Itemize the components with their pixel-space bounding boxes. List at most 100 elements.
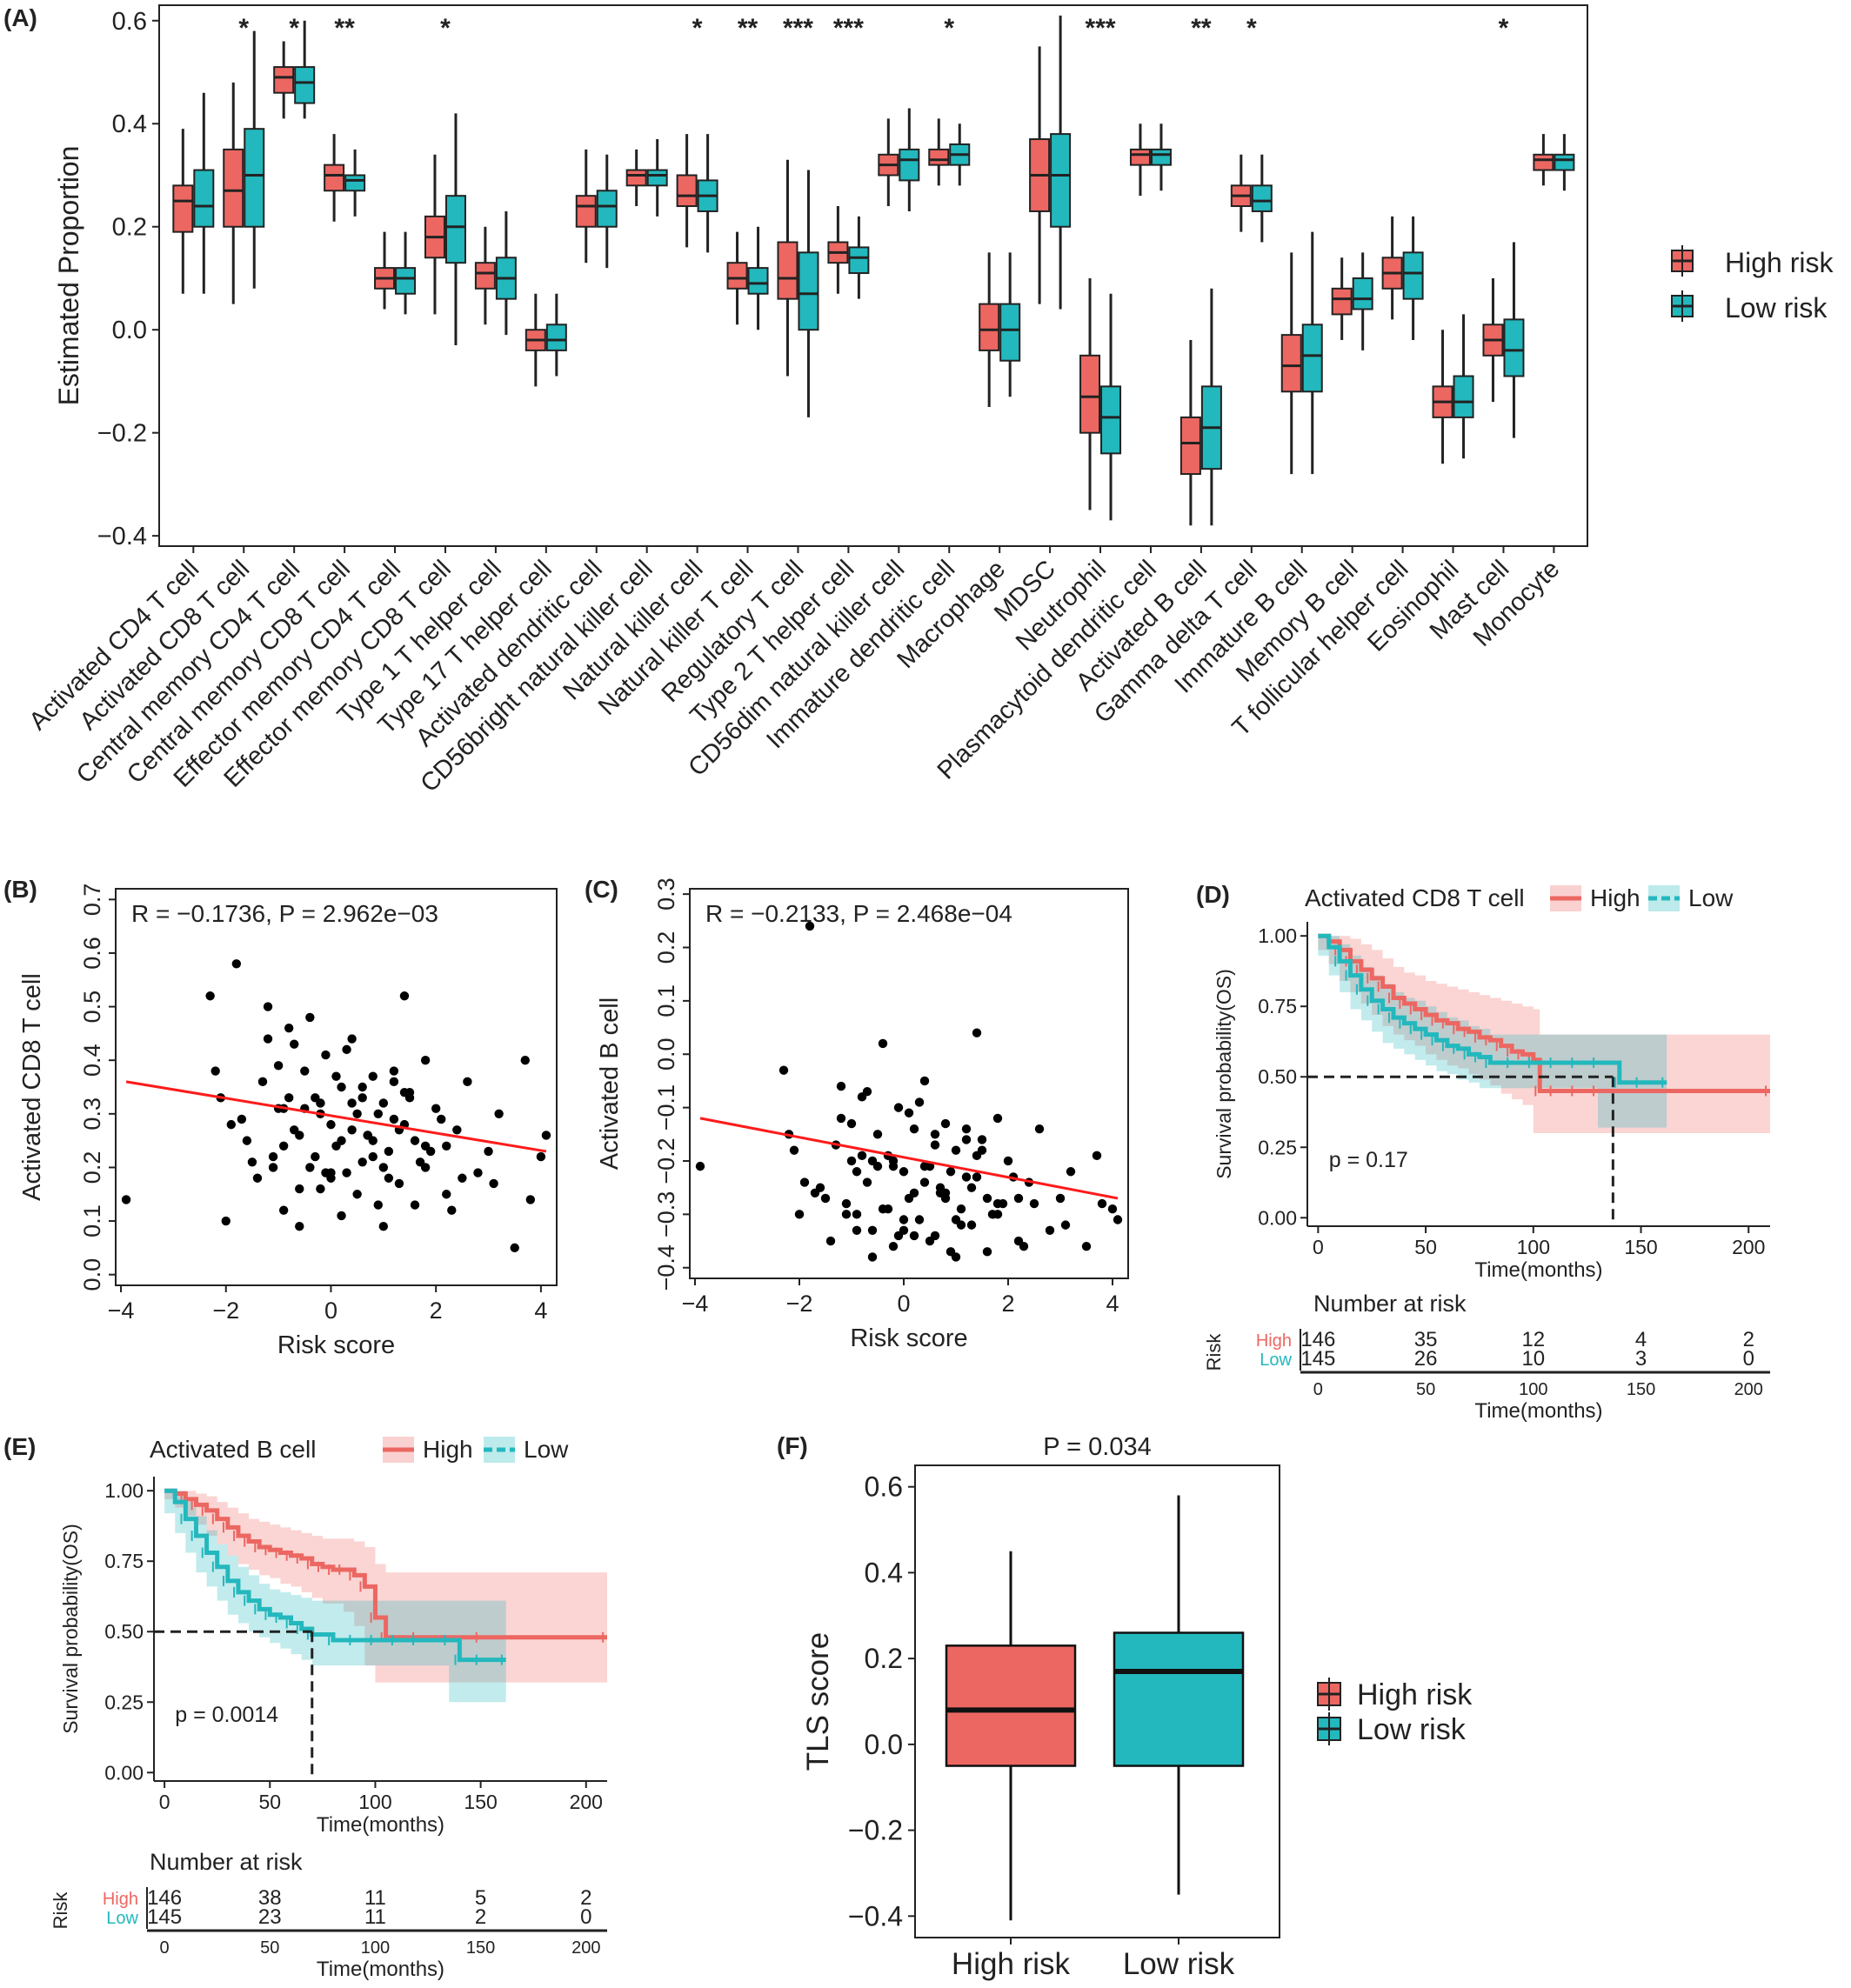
scatter-point (489, 1178, 498, 1189)
box-high (575, 195, 597, 228)
y-tick-label: 0.25 (1258, 1136, 1297, 1158)
ci-band-low (1318, 936, 1667, 1128)
scatter-point (205, 991, 215, 1001)
scatter-point (373, 1200, 383, 1210)
risk-x-tick-label: 150 (466, 1938, 495, 1958)
scatter-point (841, 1210, 852, 1219)
y-tick-label: 0.7 (79, 884, 105, 917)
scatter-point (1113, 1215, 1123, 1224)
y-tick-label: 0.50 (1258, 1065, 1297, 1088)
legend-low-label: Low (1688, 884, 1734, 911)
x-tick-label: −4 (682, 1291, 709, 1317)
scatter-point (431, 1104, 441, 1113)
y-tick-label: 0.2 (865, 1643, 903, 1674)
significance-label: * (944, 14, 954, 43)
y-tick-label: 0.75 (104, 1550, 144, 1572)
scatter-point (919, 1177, 930, 1187)
scatter-point (888, 1241, 899, 1251)
box-high (1129, 148, 1151, 166)
scatter-point (883, 1204, 893, 1214)
risk-table-title: Number at risk (150, 1849, 303, 1875)
scatter-point (992, 1113, 1003, 1124)
panel-d-km: Activated CD8 T cell High Low0.000.250.500… (1203, 884, 1770, 1423)
box (945, 1644, 1077, 1767)
scatter-point (836, 1113, 846, 1124)
box (1113, 1631, 1245, 1767)
survival-curve-high (1318, 933, 1770, 1093)
box-low (999, 303, 1021, 362)
x-tick-label: 4 (1106, 1291, 1119, 1317)
box-high (928, 148, 950, 166)
risk-count-high: 146 (1300, 1328, 1335, 1351)
risk-row-label: Risk (1203, 1333, 1225, 1371)
panel-f-boxplot: P = 0.034 −0.4 −0.2 0.0 0.2 0.4 0.6 TLS score Hi… (801, 1433, 1473, 1981)
scatter-point (857, 1151, 867, 1161)
box-high (223, 148, 244, 228)
plot-frame (689, 888, 1129, 1279)
scatter-point (278, 1205, 289, 1215)
y-tick-label: −0.4 (653, 1244, 679, 1291)
box-low (244, 128, 265, 228)
legend-low-label: Low risk (1357, 1713, 1467, 1746)
risk-count-low: 23 (258, 1905, 282, 1929)
scatter-point (399, 991, 410, 1001)
x-tick-label: High risk (952, 1947, 1071, 1981)
scatter-point (909, 1188, 919, 1198)
scatter-point (410, 1136, 420, 1145)
risk-table-title: Number at risk (1313, 1291, 1467, 1317)
scatter-point (977, 1135, 987, 1144)
scatter-point (904, 1108, 914, 1117)
scatter-point (1060, 1220, 1071, 1230)
scatter-point (442, 1190, 451, 1199)
x-tick-label: 100 (1517, 1236, 1550, 1258)
scatter-point (1013, 1193, 1024, 1204)
scatter-point (536, 1151, 546, 1162)
scatter-point (695, 1161, 705, 1171)
risk-count-low: 2 (475, 1905, 486, 1929)
scatter-point (394, 1178, 404, 1189)
trend-line (699, 1117, 1119, 1200)
box-low (193, 169, 215, 228)
scatter-point (389, 1066, 399, 1076)
box-high (777, 241, 799, 300)
x-tick-label: −2 (786, 1291, 813, 1317)
scatter-point (1019, 1241, 1029, 1251)
scatter-point (316, 1184, 325, 1194)
box-high (172, 184, 194, 233)
scatter-point (1045, 1225, 1055, 1235)
y-tick-label: −0.4 (848, 1900, 903, 1931)
y-tick-label: −0.1 (653, 1084, 679, 1131)
risk-count-low: 0 (1743, 1347, 1754, 1371)
box-high (1533, 153, 1554, 171)
y-axis-title: Activated CD8 T cell (18, 973, 46, 1201)
scatter-point (221, 1216, 231, 1226)
y-tick-label: 0.3 (79, 1097, 105, 1131)
box-high (1331, 287, 1353, 316)
panel-label: (B) (3, 876, 37, 903)
scatter-point (342, 1044, 351, 1055)
scatter-point (337, 1211, 346, 1221)
box-low (848, 246, 870, 275)
scatter-point (337, 1082, 346, 1092)
scatter-point (510, 1243, 519, 1253)
scatter-point (914, 1215, 925, 1224)
risk-group-high: High (1256, 1331, 1292, 1351)
scatter-point (852, 1225, 862, 1235)
panel-label: (A) (3, 4, 37, 31)
scatter-point (1092, 1151, 1102, 1161)
box-low (344, 174, 366, 192)
risk-row-label: Risk (50, 1891, 71, 1930)
y-tick-label: 0.50 (104, 1620, 144, 1643)
scatter-point (1003, 1156, 1013, 1166)
significance-label: * (1246, 14, 1257, 43)
scatter-point (805, 921, 815, 931)
box-low (545, 324, 567, 351)
scatter-point (352, 1109, 362, 1119)
scatter-point (961, 1172, 972, 1182)
scatter-point (347, 1125, 357, 1135)
panel-label: (F) (777, 1432, 808, 1459)
risk-x-tick-label: 0 (160, 1938, 170, 1958)
scatter-point (358, 1157, 367, 1167)
y-tick-label: 0.5 (79, 991, 105, 1024)
scatter-point (326, 1119, 336, 1130)
